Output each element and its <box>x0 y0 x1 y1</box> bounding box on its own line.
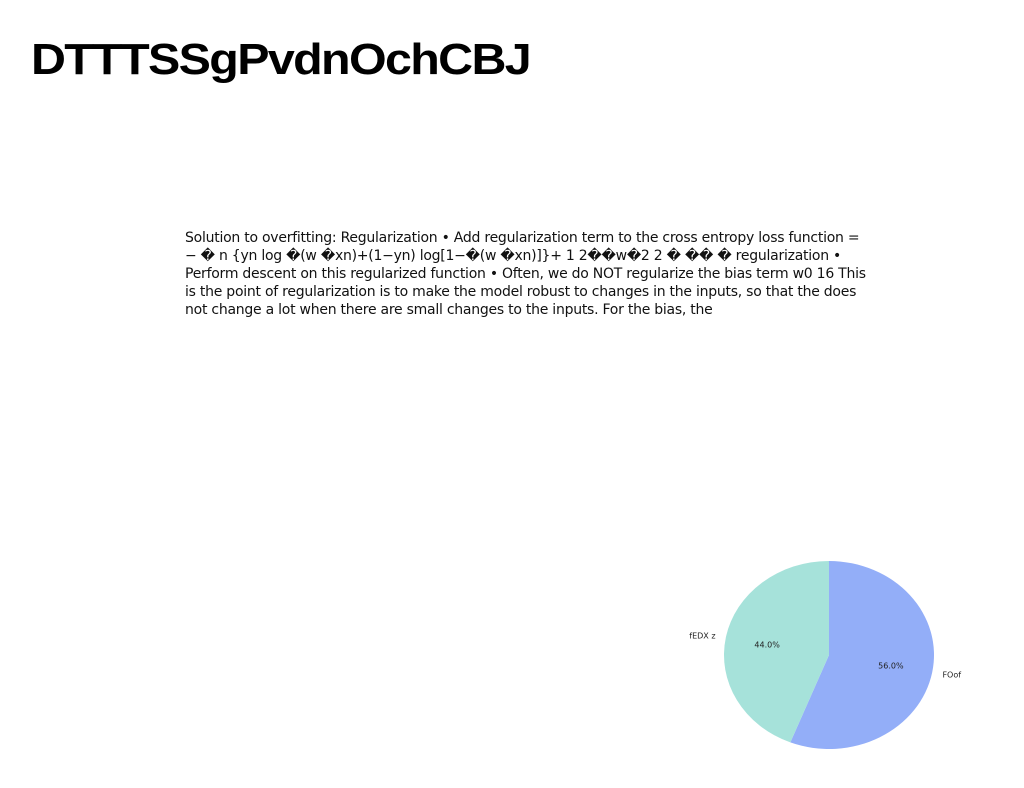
pie-category-label: fEDX z <box>689 632 715 641</box>
page-title: DTTTSSgPvdnOchCBJ <box>31 35 532 84</box>
pie-slice-0 <box>790 561 934 749</box>
pie-slice-1 <box>724 561 829 743</box>
pie-value-label: 56.0% <box>878 662 904 671</box>
body-text: Solution to overfitting: Regularization … <box>185 230 866 318</box>
pie-value-label: 44.0% <box>754 640 780 649</box>
pie-chart: 56.0% FOof 44.0% fEDX z <box>670 548 980 768</box>
pie-category-label: FOof <box>942 670 961 679</box>
pie-chart-svg: 56.0% FOof 44.0% fEDX z <box>689 561 961 749</box>
